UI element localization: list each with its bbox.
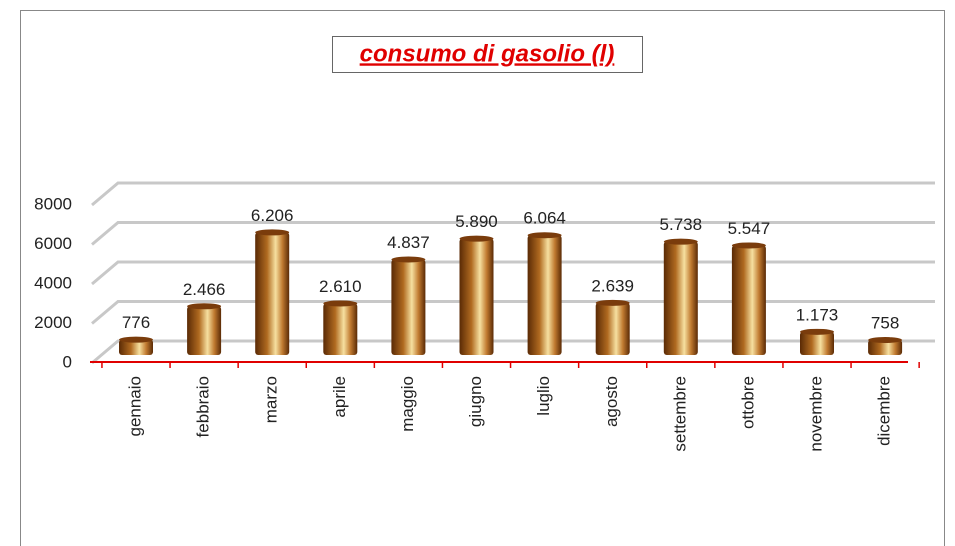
bar-top [119, 336, 153, 343]
value-label: 5.890 [455, 212, 498, 231]
bar-top [187, 303, 222, 310]
grid-line [91, 260, 935, 286]
bar [391, 259, 426, 355]
bar [800, 331, 834, 355]
value-label: 5.547 [728, 219, 771, 238]
value-label: 2.610 [319, 277, 362, 296]
y-tick-label: 2000 [34, 313, 72, 332]
grid-line [91, 181, 935, 207]
x-tick-label: dicembre [875, 376, 894, 446]
x-tick-label: gennaio [125, 376, 144, 437]
bar [187, 306, 222, 355]
x-tick-label: maggio [398, 376, 417, 432]
grid-line [91, 221, 935, 246]
bar [119, 339, 153, 355]
bar [255, 232, 290, 355]
bar [731, 245, 766, 355]
value-label: 2.466 [183, 280, 226, 299]
x-tick-label: febbraio [194, 376, 213, 437]
x-tick-label: ottobre [738, 376, 757, 429]
x-tick-label: agosto [602, 376, 621, 427]
x-tick-label: aprile [330, 376, 349, 418]
grid-line [91, 339, 935, 365]
bar [527, 235, 562, 355]
bar [868, 340, 903, 355]
x-tick-label: giugno [466, 376, 485, 427]
value-label: 758 [871, 314, 899, 333]
bar [323, 303, 358, 355]
y-tick-label: 4000 [34, 273, 72, 292]
chart-title: consumo di gasolio (l) [360, 40, 615, 67]
bar-top [731, 242, 766, 249]
grid-line [91, 300, 935, 325]
bar-top [255, 229, 290, 236]
bar-top [323, 300, 358, 307]
bar-top [663, 238, 698, 245]
bar-top [527, 232, 562, 239]
value-label: 4.837 [387, 233, 430, 252]
bar [459, 238, 494, 355]
value-label: 1.173 [796, 305, 839, 324]
bar [663, 241, 698, 355]
bar-top [800, 328, 834, 335]
value-label: 6.206 [251, 206, 294, 225]
y-tick-label: 8000 [34, 194, 72, 213]
bar-top [868, 337, 903, 344]
title-box [332, 36, 643, 73]
bar [595, 302, 630, 355]
y-tick-label: 6000 [34, 234, 72, 253]
x-tick-label: novembre [806, 376, 825, 452]
value-label: 776 [122, 313, 150, 332]
y-tick-label: 0 [63, 352, 72, 371]
value-label: 6.064 [523, 209, 566, 228]
bar-top [391, 256, 426, 263]
x-tick-label: luglio [534, 376, 553, 416]
x-tick-label: marzo [262, 376, 281, 423]
value-label: 2.639 [591, 276, 634, 295]
bar-top [595, 299, 630, 306]
bar-top [459, 235, 494, 242]
x-tick-label: settembre [670, 376, 689, 452]
value-label: 5.738 [660, 215, 703, 234]
